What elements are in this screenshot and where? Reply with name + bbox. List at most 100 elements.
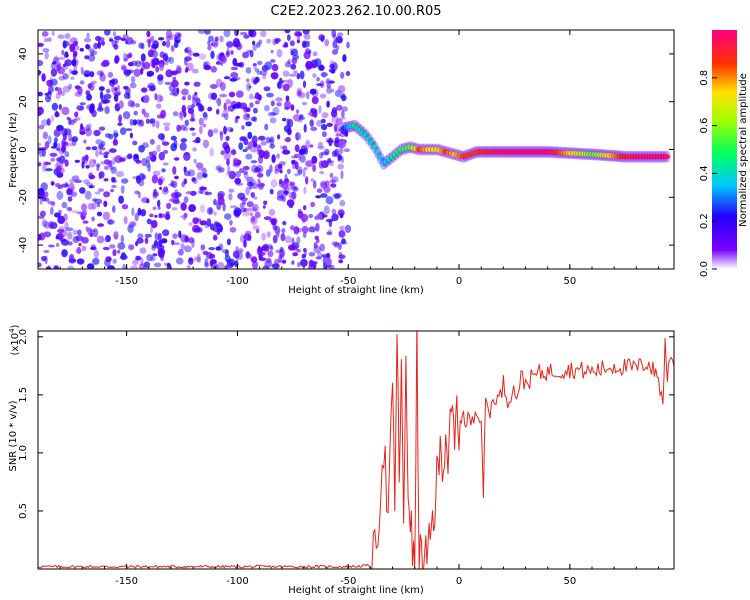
noise-cell (292, 252, 299, 257)
noise-cell (329, 80, 335, 84)
noise-cell (93, 43, 99, 50)
heatmap-x-tick-label: 0 (456, 276, 462, 287)
noise-cell (282, 145, 288, 152)
noise-cell (81, 210, 88, 217)
noise-cell (285, 95, 290, 102)
noise-cell (156, 103, 162, 109)
noise-cell (239, 31, 248, 36)
noise-cell (192, 228, 201, 232)
noise-cell (315, 195, 322, 199)
signal-cell (368, 140, 375, 146)
noise-cell (303, 123, 307, 133)
noise-cell (82, 179, 90, 185)
noise-cell (202, 173, 208, 178)
noise-cell (88, 185, 94, 189)
noise-cell (198, 117, 204, 126)
noise-cell (302, 205, 307, 211)
noise-cell (314, 58, 322, 68)
noise-cell (149, 138, 155, 145)
noise-cell (312, 73, 317, 78)
noise-cell (121, 204, 129, 210)
noise-cell (143, 261, 151, 268)
noise-cell (129, 132, 133, 139)
noise-cell (245, 78, 250, 83)
noise-cell (64, 159, 69, 167)
heatmap-y-tick-label: -20 (18, 189, 29, 205)
noise-cell (172, 233, 178, 239)
noise-cell (152, 170, 161, 177)
noise-cell (340, 116, 346, 120)
noise-cell (191, 132, 197, 137)
noise-cell (340, 71, 345, 79)
noise-cell (130, 40, 137, 45)
noise-cell (164, 262, 167, 266)
noise-cell (246, 181, 254, 187)
noise-cell (149, 151, 153, 159)
noise-cell (177, 249, 184, 256)
noise-cell (270, 72, 279, 80)
noise-cell (60, 183, 69, 188)
noise-cell (123, 58, 128, 62)
noise-cell (220, 55, 227, 64)
noise-cell (299, 114, 304, 118)
noise-cell (90, 48, 95, 57)
noise-cell (300, 258, 308, 267)
noise-cell (333, 194, 341, 200)
noise-cell (105, 256, 112, 263)
noise-cell (240, 197, 248, 202)
noise-cell (262, 243, 269, 249)
noise-cell (217, 261, 225, 269)
noise-cell (228, 188, 235, 193)
noise-cell (309, 88, 317, 95)
noise-cell (135, 175, 141, 184)
noise-cell (336, 32, 344, 37)
noise-cell (305, 139, 311, 149)
noise-cell (103, 191, 111, 198)
noise-cell (311, 155, 318, 164)
noise-cell (38, 142, 42, 147)
noise-cell (252, 43, 257, 51)
noise-cell (158, 213, 163, 219)
noise-cell (38, 124, 45, 130)
colorbar: 0.0 0.2 0.4 0.6 0.8 Normalized spectral ampl… (699, 30, 749, 277)
noise-cell (48, 85, 54, 94)
noise-cell (260, 251, 266, 256)
noise-cell (153, 262, 162, 268)
noise-cell (113, 132, 119, 138)
noise-cell (291, 191, 297, 200)
noise-cell (161, 168, 166, 173)
noise-cell (286, 168, 291, 175)
noise-cell (326, 160, 335, 164)
noise-cell (316, 213, 323, 220)
noise-cell (188, 204, 197, 213)
noise-cell (339, 225, 345, 231)
noise-cell (293, 114, 301, 122)
noise-cell (89, 103, 95, 112)
noise-cell (249, 212, 253, 217)
noise-cell (71, 138, 77, 147)
noise-cell (103, 178, 109, 182)
noise-cell (325, 252, 331, 260)
noise-cell (191, 103, 196, 109)
noise-cell (38, 162, 42, 167)
noise-cell (171, 180, 178, 189)
noise-cell (133, 110, 138, 116)
noise-cell (93, 159, 97, 164)
noise-cell (146, 198, 150, 204)
noise-cell (45, 168, 53, 172)
noise-cell (154, 232, 159, 241)
snr-series-line (38, 331, 674, 569)
noise-cell (80, 123, 84, 130)
noise-cell (114, 93, 119, 102)
noise-cell (172, 76, 177, 81)
noise-cell (147, 39, 151, 48)
noise-cell (224, 113, 229, 121)
noise-cell (162, 229, 170, 237)
noise-cell (226, 41, 234, 48)
noise-cell (246, 201, 254, 208)
noise-cell (91, 80, 97, 85)
noise-cell (104, 165, 109, 170)
noise-cell (289, 181, 296, 187)
noise-cell (338, 252, 343, 257)
noise-cell (288, 73, 297, 77)
